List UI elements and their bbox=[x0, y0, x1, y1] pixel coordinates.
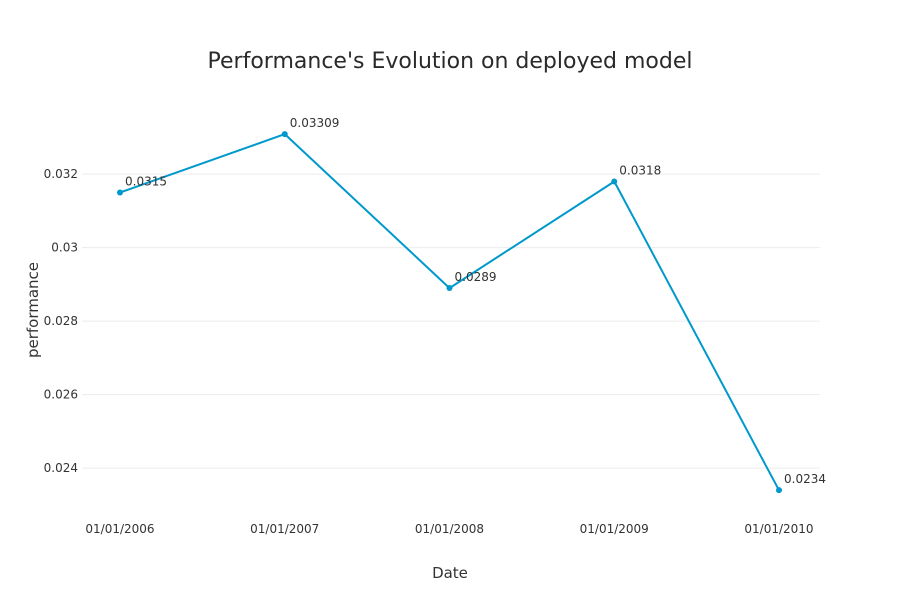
data-label: 0.0315 bbox=[125, 175, 167, 189]
data-point bbox=[776, 487, 782, 494]
y-tick-label: 0.028 bbox=[44, 314, 78, 328]
chart-title: Performance's Evolution on deployed mode… bbox=[208, 49, 693, 74]
data-point bbox=[281, 131, 288, 138]
data-point bbox=[446, 285, 453, 292]
data-label: 0.03309 bbox=[290, 116, 340, 130]
series-line bbox=[119, 133, 780, 491]
y-tick-label: 0.026 bbox=[44, 388, 78, 402]
y-tick-label: 0.03 bbox=[51, 241, 78, 255]
y-axis-title: performance bbox=[24, 262, 42, 358]
x-tick-label: 01/01/2008 bbox=[415, 522, 484, 536]
data-labels: 0.0315 0.03309 0.0289 0.0318 0.0234 bbox=[125, 116, 826, 486]
data-point bbox=[611, 178, 618, 185]
x-tick-label: 01/01/2006 bbox=[85, 522, 154, 536]
data-label: 0.0234 bbox=[784, 472, 826, 486]
data-label: 0.0289 bbox=[455, 270, 497, 284]
y-axis-ticks: 0.024 0.026 0.028 0.03 0.032 bbox=[44, 167, 78, 475]
data-point bbox=[117, 189, 123, 196]
x-tick-label: 01/01/2007 bbox=[250, 522, 319, 536]
y-tick-label: 0.024 bbox=[44, 461, 78, 475]
x-axis-title: Date bbox=[432, 564, 468, 582]
gridlines bbox=[82, 173, 820, 469]
series-layer bbox=[117, 131, 782, 494]
x-axis-ticks: 01/01/2006 01/01/2007 01/01/2008 01/01/2009… bbox=[85, 522, 813, 536]
x-tick-label: 01/01/2010 bbox=[744, 522, 813, 536]
x-tick-label: 01/01/2009 bbox=[580, 522, 649, 536]
y-tick-label: 0.032 bbox=[44, 167, 78, 181]
data-label: 0.0318 bbox=[619, 163, 661, 177]
